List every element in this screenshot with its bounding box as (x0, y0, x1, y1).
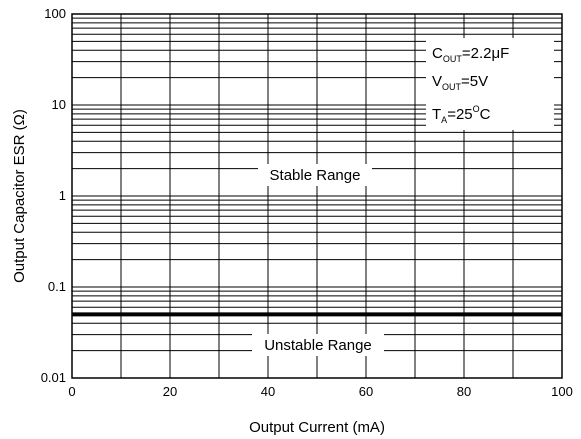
y-tick-label: 1 (59, 188, 66, 203)
x-tick-label: 20 (163, 384, 177, 399)
y-axis-label: Output Capacitor ESR (Ω) (11, 109, 28, 283)
unstable-range-label: Unstable Range (264, 337, 372, 354)
conditions-box: COUT=2.2μF VOUT=5V TA=25OC (426, 38, 554, 130)
ta-main: T (432, 106, 441, 123)
x-tick-label: 60 (359, 384, 373, 399)
plot-frame (71, 13, 563, 379)
cout-rest: =2.2μF (462, 45, 509, 62)
vout-main: V (432, 73, 442, 90)
x-tick-label: 80 (457, 384, 471, 399)
vout-label: VOUT=5V (432, 73, 488, 92)
ta-label: TA=25OC (432, 104, 491, 125)
cout-main: C (432, 45, 443, 62)
y-tick-label: 10 (52, 97, 66, 112)
ta-sub: A (441, 115, 447, 125)
y-tick-label: 0.01 (41, 370, 66, 385)
x-tick-label: 100 (551, 384, 573, 399)
ta-rest: =25 (447, 106, 472, 123)
vout-sub: OUT (442, 82, 462, 92)
x-axis-label: Output Current (mA) (249, 419, 385, 436)
cout-sub: OUT (443, 54, 463, 64)
y-tick-labels: 0.01 0.1 1 10 100 (41, 6, 66, 385)
x-tick-label: 0 (68, 384, 75, 399)
conditions-background (426, 38, 554, 130)
x-tick-label: 40 (261, 384, 275, 399)
unstable-range-background (252, 334, 384, 356)
x-tick-labels: 0 20 40 60 80 100 (68, 384, 572, 399)
ta-tail: C (480, 106, 491, 123)
cout-label: COUT=2.2μF (432, 45, 509, 64)
unstable-range-label-group: Unstable Range (252, 334, 384, 356)
vout-rest: =5V (461, 73, 488, 90)
stable-range-label: Stable Range (270, 167, 361, 184)
y-tick-label: 0.1 (48, 279, 66, 294)
stable-range-background (258, 164, 372, 186)
stable-range-label-group: Stable Range (258, 164, 372, 186)
ta-sup: O (473, 104, 480, 114)
y-tick-label: 100 (44, 6, 66, 21)
